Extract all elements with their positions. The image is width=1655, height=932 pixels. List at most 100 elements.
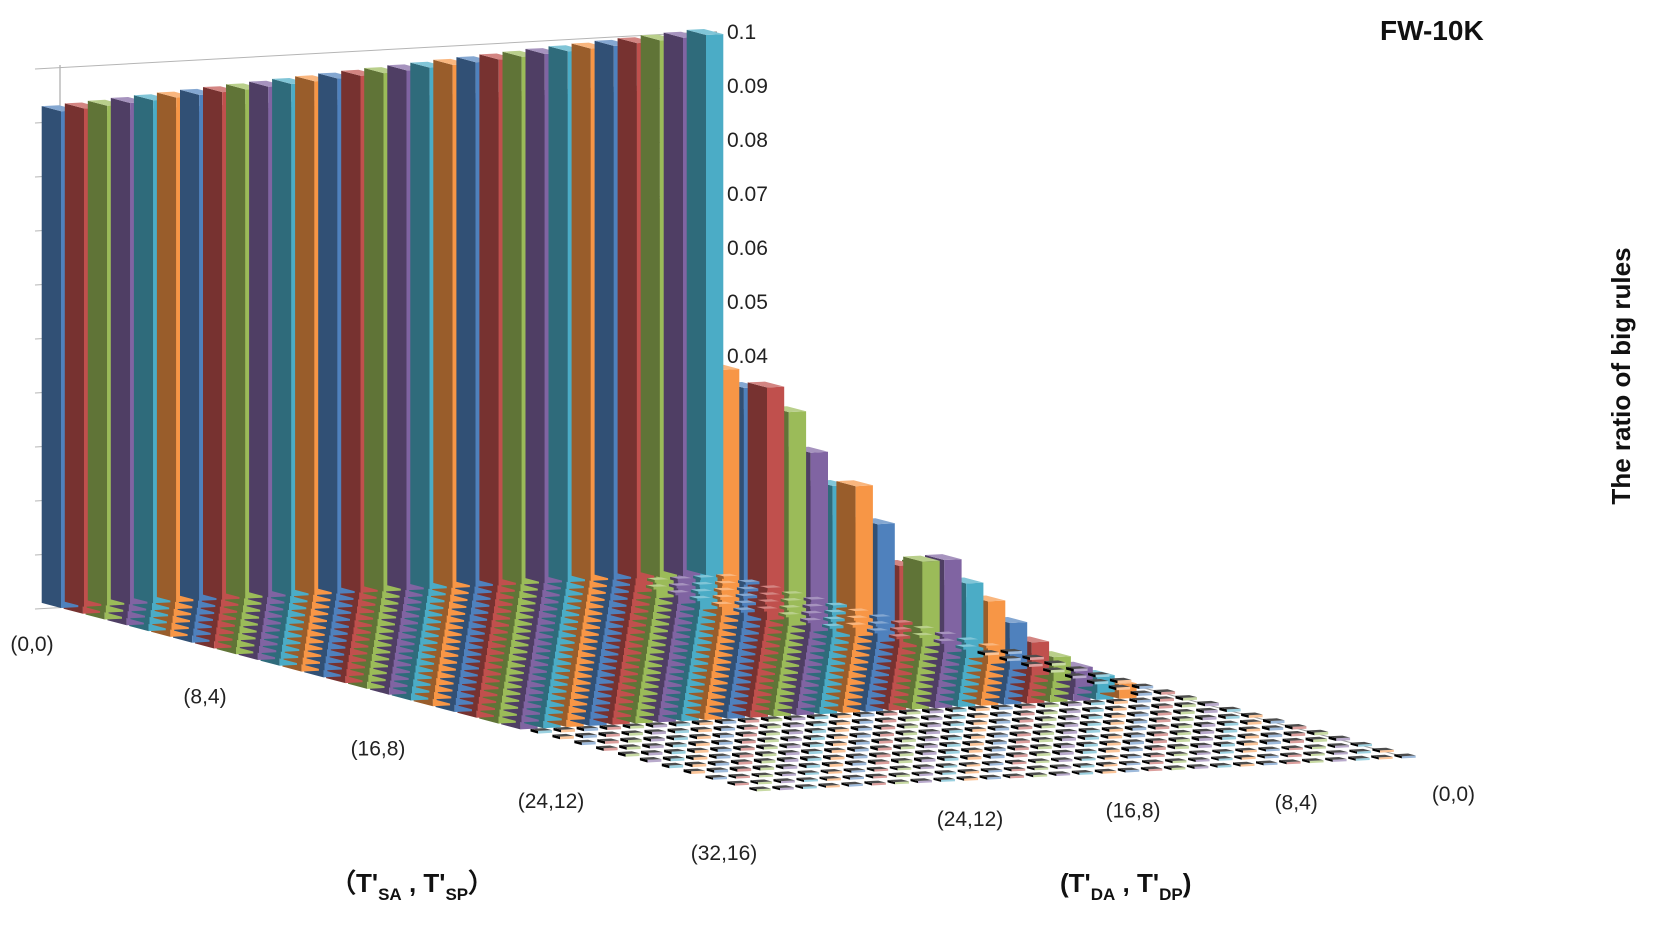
bar-left-face	[1128, 705, 1136, 710]
bar-top-face	[688, 740, 710, 744]
bar	[933, 777, 955, 782]
bar	[1051, 757, 1073, 763]
bar-front-face	[1313, 738, 1328, 743]
bar	[668, 721, 691, 727]
bar-front-face	[607, 726, 622, 730]
bar-left-face	[1014, 704, 1022, 709]
bar-front-face	[698, 728, 713, 733]
bar-left-face	[984, 747, 992, 752]
bar	[800, 617, 822, 624]
bar-front-face	[805, 772, 820, 776]
bar-left-face	[755, 751, 763, 757]
bar-left-face	[645, 722, 654, 728]
bar	[598, 731, 620, 737]
bar-front-face	[1131, 734, 1146, 738]
bar-top-face	[867, 759, 890, 762]
bar	[1096, 761, 1118, 767]
bar-top-face	[890, 626, 912, 630]
bar-top-face	[1196, 707, 1218, 711]
bar-left-face	[1282, 738, 1291, 744]
bar-left-face	[848, 740, 856, 745]
bar	[552, 733, 574, 740]
bar-top-face	[1348, 755, 1370, 759]
bar-left-face	[1348, 756, 1356, 761]
bar-top-face	[912, 764, 935, 767]
bar-front-face	[926, 731, 941, 735]
bar-front-face	[782, 773, 797, 777]
bar-front-face	[882, 719, 897, 723]
bar-left-face	[732, 753, 740, 758]
bar-front-face	[735, 782, 749, 786]
bar-front-face	[1178, 725, 1193, 729]
bar-top-face	[803, 734, 825, 738]
bar-top-face	[752, 765, 775, 768]
bar-left-face	[964, 727, 973, 732]
bar	[1013, 710, 1035, 716]
bar-front-face	[1073, 668, 1088, 672]
bar-left-face	[1086, 679, 1095, 685]
bar-top-face	[986, 732, 1009, 736]
bar-front-face	[991, 748, 1006, 752]
bar-front-face	[965, 770, 980, 774]
bar-top-face	[876, 710, 898, 714]
bar-top-face	[963, 733, 985, 737]
bar-top-face	[1128, 704, 1150, 708]
bar-front-face	[697, 597, 712, 602]
bar-top-face	[826, 733, 848, 737]
bar-top-face	[1043, 667, 1065, 671]
bar-top-face	[712, 732, 734, 736]
bar-left-face	[1234, 755, 1242, 760]
bar-top-face	[662, 755, 685, 759]
bar-front-face	[874, 768, 889, 772]
bar	[691, 719, 714, 726]
bar	[867, 759, 890, 765]
bar-left-face	[683, 769, 692, 774]
bar	[689, 733, 711, 740]
bar	[963, 733, 985, 739]
bar	[796, 777, 818, 782]
bar-top-face	[736, 586, 759, 590]
bar-top-face	[891, 620, 913, 623]
bar-left-face	[1029, 751, 1037, 757]
bar	[955, 644, 978, 650]
bar-front-face	[879, 740, 893, 744]
bar	[1172, 716, 1194, 722]
bar-left-face	[1144, 745, 1152, 751]
bar-front-face	[743, 595, 758, 599]
bar-left-face	[758, 731, 767, 736]
bar	[711, 601, 733, 607]
bar-top-face	[1193, 721, 1216, 725]
bar-front-face	[722, 369, 740, 616]
bar-left-face	[1025, 773, 1034, 778]
bar-top-face	[872, 731, 894, 735]
bar-top-face	[691, 719, 714, 723]
bar	[645, 722, 668, 728]
bar-top-face	[1074, 756, 1096, 759]
bar	[853, 711, 875, 718]
bar	[1065, 673, 1087, 679]
bar-top-face	[893, 744, 915, 747]
bar-front-face	[1018, 726, 1033, 730]
bar	[1350, 741, 1372, 747]
bar-left-face	[736, 725, 745, 730]
bar-left-face	[965, 720, 974, 726]
bar	[956, 637, 979, 643]
bar	[1021, 661, 1043, 667]
bar-top-face	[716, 573, 738, 577]
bar-top-face	[825, 602, 847, 606]
bar	[871, 738, 893, 744]
bar	[1130, 690, 1153, 696]
bar-front-face	[1033, 774, 1048, 778]
bar-left-face	[806, 714, 815, 720]
bar-left-face	[918, 729, 927, 735]
bar	[1044, 660, 1066, 666]
bar-top-face	[830, 712, 852, 716]
bar	[1372, 747, 1394, 753]
bar-front-face	[853, 617, 868, 621]
bar-front-face	[906, 711, 921, 715]
bar-top-face	[1304, 744, 1326, 747]
bar-left-face	[1054, 736, 1063, 742]
bar-left-face	[825, 741, 833, 747]
bar-left-face	[758, 592, 767, 598]
bar	[641, 750, 663, 756]
